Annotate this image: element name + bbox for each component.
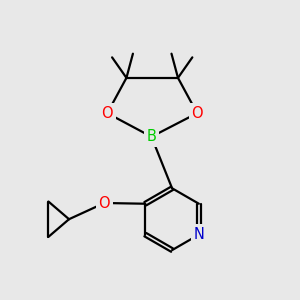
Text: O: O	[191, 106, 203, 121]
Text: B: B	[146, 129, 156, 144]
Text: N: N	[194, 227, 204, 242]
Text: O: O	[98, 196, 110, 211]
Text: O: O	[101, 106, 113, 121]
